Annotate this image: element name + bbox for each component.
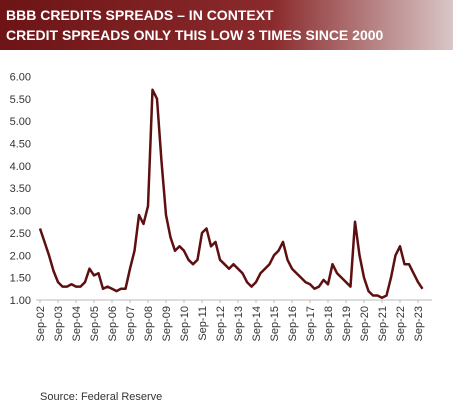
y-tick-label: 3.00 bbox=[10, 206, 31, 218]
y-tick-label: 2.50 bbox=[10, 228, 31, 240]
x-tick-label: Sep-02 bbox=[35, 306, 47, 341]
y-tick-label: 4.50 bbox=[10, 138, 31, 150]
x-tick-label: Sep-18 bbox=[323, 306, 335, 341]
y-tick-label: 1.00 bbox=[10, 295, 31, 307]
source-note: Source: Federal Reserve bbox=[40, 391, 162, 403]
series-line bbox=[38, 88, 424, 300]
x-tick-label: Sep-08 bbox=[143, 306, 155, 341]
x-tick-label: Sep-03 bbox=[53, 306, 65, 341]
x-tick-label: Sep-06 bbox=[107, 306, 119, 341]
y-tick-label: 1.50 bbox=[10, 273, 31, 285]
x-tick-label: Sep-04 bbox=[71, 306, 83, 341]
x-tick-label: Sep-20 bbox=[359, 306, 371, 341]
x-tick-label: Sep-07 bbox=[125, 306, 137, 341]
x-tick-label: Sep-11 bbox=[197, 306, 209, 341]
x-tick-label: Sep-21 bbox=[377, 306, 389, 341]
chart-title: BBB CREDITS SPREADS – IN CONTEXT bbox=[6, 7, 274, 23]
x-tick-label: Sep-05 bbox=[89, 306, 101, 341]
x-tick-label: Sep-14 bbox=[251, 306, 263, 341]
y-tick-label: 2.00 bbox=[10, 250, 31, 262]
y-tick-label: 3.50 bbox=[10, 183, 31, 195]
y-tick-label: 6.00 bbox=[10, 71, 31, 83]
x-tick-label: Sep-13 bbox=[233, 306, 245, 341]
x-tick-label: Sep-15 bbox=[269, 306, 281, 341]
x-tick-label: Sep-17 bbox=[305, 306, 317, 341]
y-tick-label: 5.00 bbox=[10, 116, 31, 128]
y-tick-label: 4.00 bbox=[10, 161, 31, 173]
x-tick-label: Sep-10 bbox=[179, 306, 191, 341]
header-banner bbox=[0, 0, 453, 50]
y-tick-label: 5.50 bbox=[10, 94, 31, 106]
x-tick-label: Sep-23 bbox=[413, 306, 425, 341]
x-tick-label: Sep-19 bbox=[341, 306, 353, 341]
x-tick-label: Sep-12 bbox=[215, 306, 227, 341]
x-tick-label: Sep-22 bbox=[395, 306, 407, 341]
chart-subtitle: CREDIT SPREADS ONLY THIS LOW 3 TIMES SIN… bbox=[6, 27, 384, 43]
x-tick-label: Sep-16 bbox=[287, 306, 299, 341]
x-tick-label: Sep-09 bbox=[161, 306, 173, 341]
